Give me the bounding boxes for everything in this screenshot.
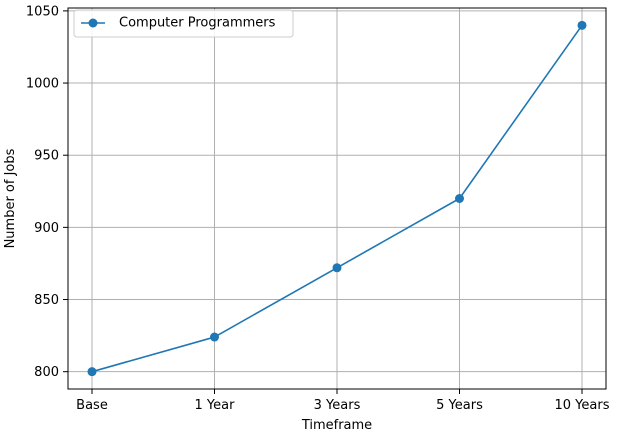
data-point — [332, 263, 342, 273]
y-tick-label: 1000 — [26, 77, 59, 92]
series-layer — [87, 20, 587, 377]
x-tick-label: 3 Years — [314, 398, 361, 413]
tick-layer: Base 1 Year 3 Years 5 Years 10 Years 800 850 90… — [26, 4, 610, 413]
data-point — [210, 332, 219, 342]
data-point — [455, 194, 464, 203]
x-axis-label: Timeframe — [301, 418, 372, 433]
legend: Computer Programmers — [73, 9, 294, 38]
y-tick-label: 800 — [34, 365, 59, 380]
y-tick-label: 850 — [34, 293, 59, 308]
grid-lines — [68, 8, 606, 389]
x-tick-label: 10 Years — [555, 398, 610, 413]
y-axis-label: Number of Jobs — [3, 148, 18, 248]
legend-series-marker — [88, 18, 98, 28]
data-point — [577, 20, 587, 30]
legend-series-label: Computer Programmers — [119, 16, 276, 31]
x-tick-label: 1 Year — [195, 398, 236, 413]
x-tick-label: 5 Years — [436, 398, 483, 413]
x-tick-label: Base — [76, 398, 108, 413]
data-point — [87, 367, 97, 377]
legend-box — [73, 9, 294, 38]
y-tick-label: 1050 — [26, 4, 59, 19]
y-tick-label: 950 — [34, 149, 59, 164]
y-tick-label: 900 — [34, 221, 59, 236]
